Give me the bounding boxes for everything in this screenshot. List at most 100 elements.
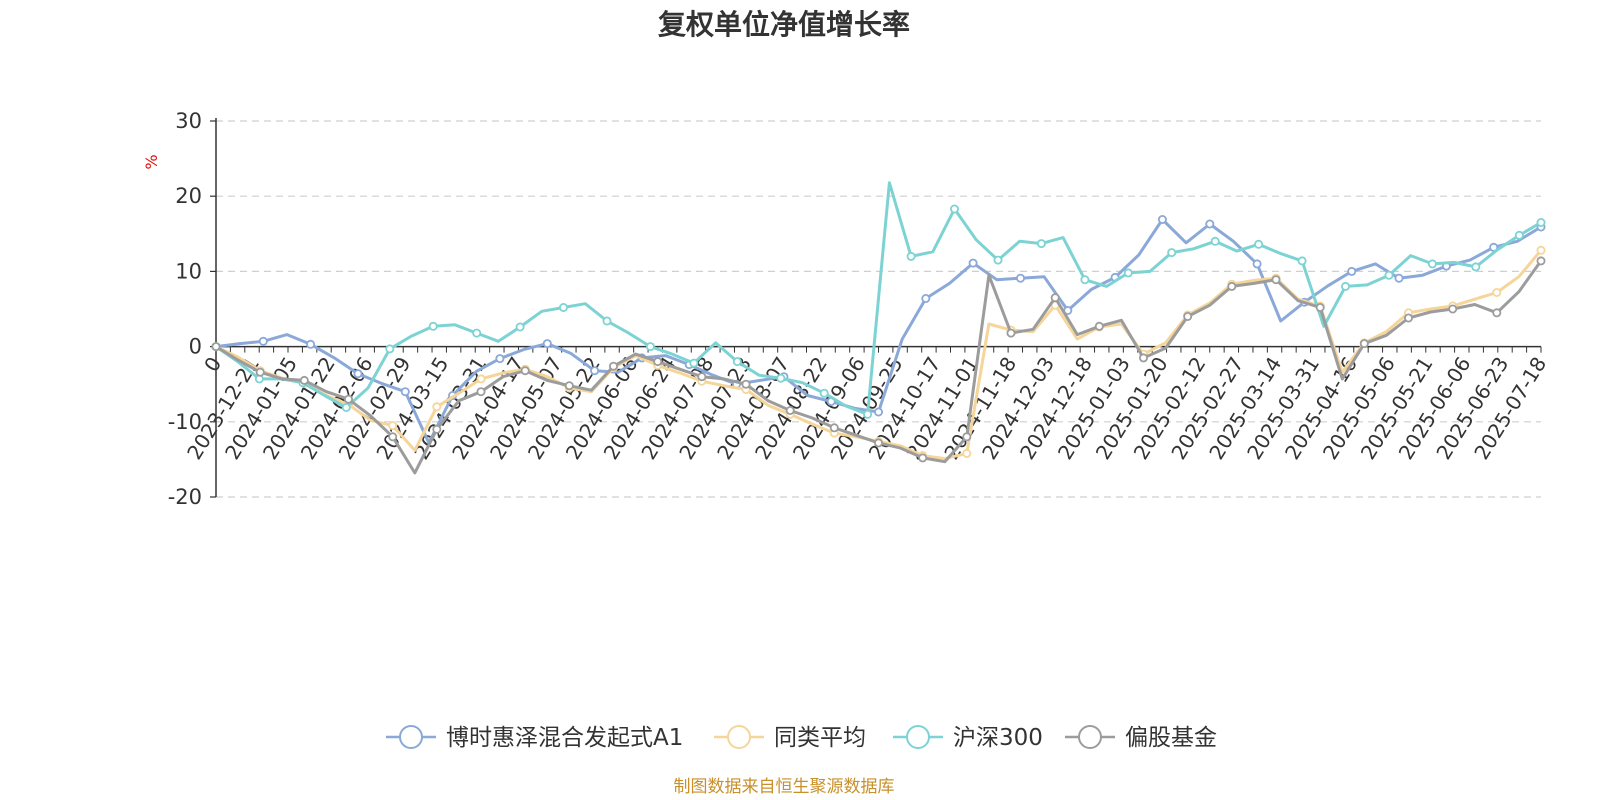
series-point-0 xyxy=(1157,214,1167,224)
series-point-1 xyxy=(476,374,486,384)
series-point-2 xyxy=(1384,270,1394,280)
series-point-2 xyxy=(993,255,1003,265)
series-point-0 xyxy=(542,339,552,349)
series-point-2 xyxy=(689,358,699,368)
series-point-0 xyxy=(1347,266,1357,276)
series-point-2 xyxy=(1536,217,1546,227)
series-point-3 xyxy=(874,438,884,448)
series-point-0 xyxy=(495,354,505,364)
series-point-3 xyxy=(1227,281,1237,291)
series-point-2 xyxy=(819,388,829,398)
legend-swatch-marker xyxy=(727,725,751,749)
series-point-3 xyxy=(1448,304,1458,314)
series-point-2 xyxy=(428,321,438,331)
legend-swatch-marker xyxy=(906,725,930,749)
series-lines xyxy=(211,181,1546,475)
series-point-3 xyxy=(741,379,751,389)
series-point-0 xyxy=(590,366,600,376)
series-point-2 xyxy=(515,322,525,332)
x-tick-label: 0 xyxy=(199,353,226,377)
source-note: 制图数据来自恒生聚源数据库 xyxy=(674,777,895,797)
series-point-3 xyxy=(1139,353,1149,363)
series-point-3 xyxy=(785,405,795,415)
series-point-3 xyxy=(255,367,265,377)
legend-item-1[interactable]: 同类平均 xyxy=(714,725,866,751)
legend-item-3[interactable]: 偏股基金 xyxy=(1065,725,1217,751)
y-tick-label: 0 xyxy=(189,335,202,359)
series-point-3 xyxy=(1050,293,1060,303)
series-point-2 xyxy=(1167,248,1177,258)
x-axis: 02023-12-212024-01-052024-01-222024-02-0… xyxy=(182,345,1551,464)
legend-label: 同类平均 xyxy=(774,725,866,751)
series-point-2 xyxy=(906,251,916,261)
series-point-3 xyxy=(388,432,398,442)
chart-title: 复权单位净值增长率 xyxy=(658,8,910,41)
legend-swatch-marker xyxy=(399,725,423,749)
series-point-2 xyxy=(1123,268,1133,278)
series-point-2 xyxy=(1254,239,1264,249)
series-point-2 xyxy=(645,342,655,352)
series-point-3 xyxy=(697,372,707,382)
series-point-3 xyxy=(1183,311,1193,321)
series-point-3 xyxy=(432,424,442,434)
series-point-3 xyxy=(211,342,221,352)
series-point-3 xyxy=(609,361,619,371)
series-point-2 xyxy=(1297,256,1307,266)
series-point-2 xyxy=(472,328,482,338)
legend: 博时惠泽混合发起式A1 同类平均 沪深300 偏股基金 xyxy=(386,725,1217,751)
series-point-2 xyxy=(385,344,395,354)
series-point-0 xyxy=(1252,259,1262,269)
series-point-2 xyxy=(1080,275,1090,285)
series-point-3 xyxy=(299,375,309,385)
series-point-1 xyxy=(962,448,972,458)
series-point-2 xyxy=(1210,236,1220,246)
series-point-0 xyxy=(353,369,363,379)
series-point-3 xyxy=(1006,328,1016,338)
series-point-2 xyxy=(732,357,742,367)
series-point-2 xyxy=(863,409,873,419)
y-tick-label: 20 xyxy=(175,184,202,208)
series-point-0 xyxy=(306,339,316,349)
series-point-1 xyxy=(388,421,398,431)
y-axis: -20 -10 0 10 20 30 xyxy=(168,109,217,509)
series-point-0 xyxy=(968,258,978,268)
legend-item-2[interactable]: 沪深300 xyxy=(893,725,1043,751)
legend-item-0[interactable]: 博时惠泽混合发起式A1 xyxy=(386,725,683,751)
series-point-0 xyxy=(1016,273,1026,283)
gridlines xyxy=(216,120,1541,498)
series-point-3 xyxy=(476,387,486,397)
y-axis-unit: % xyxy=(142,154,161,169)
legend-label: 偏股基金 xyxy=(1125,725,1217,751)
series-point-0 xyxy=(874,407,884,417)
series-point-2 xyxy=(776,373,786,383)
series-point-3 xyxy=(653,357,663,367)
series-point-3 xyxy=(343,394,353,404)
series-point-2 xyxy=(1471,262,1481,272)
series-point-0 xyxy=(1205,219,1215,229)
series-point-3 xyxy=(1492,308,1502,318)
series-point-3 xyxy=(1315,302,1325,312)
series-point-0 xyxy=(258,336,268,346)
series-point-2 xyxy=(1341,281,1351,291)
series-point-2 xyxy=(1514,230,1524,240)
series-point-3 xyxy=(520,366,530,376)
series-point-3 xyxy=(1359,339,1369,349)
legend-label: 沪深300 xyxy=(953,725,1043,751)
y-tick-label: -10 xyxy=(168,410,202,434)
series-point-0 xyxy=(921,293,931,303)
series-point-1 xyxy=(432,402,442,412)
series-point-2 xyxy=(341,402,351,412)
y-tick-label: -20 xyxy=(168,485,202,509)
series-point-3 xyxy=(829,423,839,433)
series-point-1 xyxy=(1492,287,1502,297)
series-point-3 xyxy=(1536,256,1546,266)
series-point-3 xyxy=(1271,275,1281,285)
series-point-3 xyxy=(918,453,928,463)
series-point-1 xyxy=(1536,245,1546,255)
series-point-3 xyxy=(1094,321,1104,331)
series-point-3 xyxy=(564,381,574,391)
legend-swatch-marker xyxy=(1078,725,1102,749)
series-point-2 xyxy=(559,302,569,312)
series-point-0 xyxy=(400,387,410,397)
